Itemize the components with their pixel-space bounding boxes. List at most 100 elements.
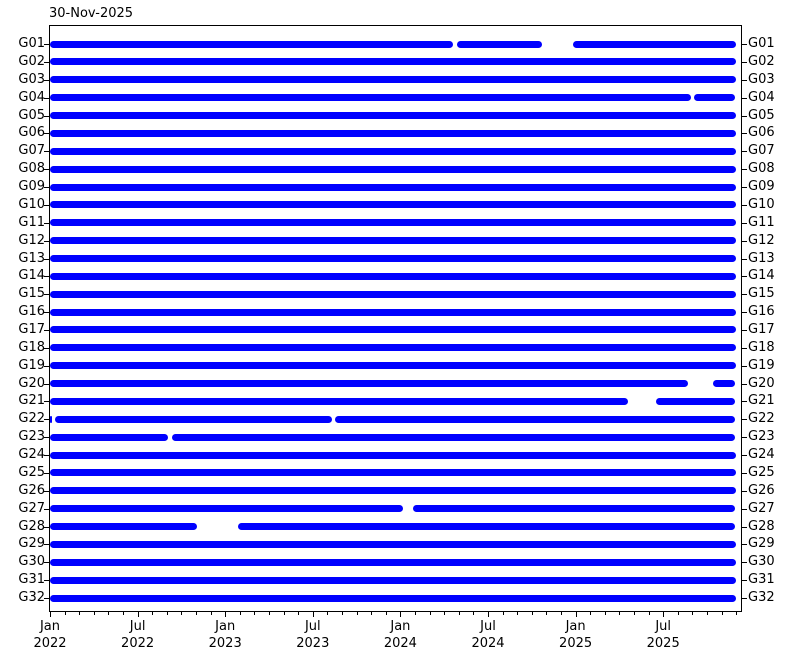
x-tick-year: 2024 bbox=[383, 635, 417, 651]
y-axis-label-right: G24 bbox=[748, 447, 775, 462]
y-axis-label-left: G25 bbox=[18, 464, 45, 480]
x-minor-tick bbox=[415, 612, 416, 615]
y-tick-left bbox=[44, 347, 49, 349]
x-tick-year: 2025 bbox=[559, 635, 593, 651]
y-axis-label-right: G14 bbox=[748, 268, 775, 284]
y-axis-label-right: G18 bbox=[748, 339, 775, 355]
y-tick-right bbox=[742, 61, 747, 63]
availability-segment bbox=[50, 58, 736, 66]
y-tick-right bbox=[742, 294, 747, 296]
x-minor-tick bbox=[546, 612, 548, 615]
availability-segment bbox=[50, 326, 736, 334]
availability-segment bbox=[50, 344, 736, 352]
y-axis-label-right: G20 bbox=[748, 375, 775, 391]
x-minor-tick bbox=[152, 612, 154, 615]
y-tick-left bbox=[44, 383, 49, 385]
x-minor-tick bbox=[342, 612, 343, 615]
y-tick-left bbox=[44, 240, 49, 242]
x-major-tick bbox=[312, 612, 314, 617]
x-minor-tick bbox=[619, 612, 621, 615]
x-minor-tick bbox=[283, 612, 285, 615]
y-axis-label-right: G31 bbox=[748, 572, 775, 588]
x-minor-tick bbox=[327, 612, 329, 615]
availability-segment bbox=[50, 505, 404, 513]
y-axis-label-left: G32 bbox=[18, 590, 45, 605]
y-axis-label-right: G08 bbox=[748, 161, 775, 177]
y-axis-label-left: G21 bbox=[18, 393, 45, 409]
y-axis-label-left: G10 bbox=[18, 196, 45, 212]
x-tick-month: Jul bbox=[480, 619, 496, 634]
y-axis-label-left: G30 bbox=[18, 554, 45, 570]
y-axis-label-right: G09 bbox=[748, 179, 775, 194]
x-tick-month: Jul bbox=[655, 619, 672, 634]
x-tick-year: 2022 bbox=[33, 635, 67, 651]
y-tick-left bbox=[44, 544, 49, 546]
y-axis-label-right: G16 bbox=[748, 304, 775, 320]
y-tick-right bbox=[742, 187, 747, 188]
y-tick-right bbox=[742, 79, 747, 81]
y-tick-right bbox=[742, 133, 747, 135]
plot-area bbox=[49, 25, 742, 612]
x-major-tick bbox=[50, 612, 51, 617]
y-tick-left bbox=[44, 133, 49, 135]
y-tick-right bbox=[742, 204, 747, 206]
y-axis-label-left: G23 bbox=[18, 429, 45, 445]
x-minor-tick bbox=[444, 612, 446, 615]
x-axis-tick-label: Jul 2023 bbox=[278, 619, 348, 652]
availability-segment bbox=[50, 540, 736, 548]
x-tick-month: Jan bbox=[39, 619, 61, 634]
y-tick-right bbox=[742, 455, 747, 456]
y-axis-label-left: G03 bbox=[18, 71, 45, 87]
x-tick-month: Jul bbox=[304, 619, 321, 634]
x-tick-month: Jul bbox=[129, 619, 146, 634]
x-minor-tick bbox=[181, 612, 183, 615]
y-axis-label-left: G08 bbox=[18, 161, 45, 177]
y-axis-label-right: G05 bbox=[748, 107, 775, 123]
y-axis-label-left: G27 bbox=[18, 500, 45, 516]
y-tick-left bbox=[44, 115, 49, 117]
x-minor-tick bbox=[736, 612, 738, 615]
y-axis-label-right: G27 bbox=[748, 500, 775, 516]
y-axis-label-left: G17 bbox=[18, 321, 45, 337]
x-minor-tick bbox=[429, 612, 431, 615]
y-tick-right bbox=[742, 562, 747, 564]
y-axis-label-left: G22 bbox=[18, 411, 45, 427]
y-axis-label-right: G19 bbox=[748, 357, 775, 373]
x-major-tick bbox=[225, 612, 227, 617]
y-tick-right bbox=[742, 276, 747, 278]
y-tick-left bbox=[44, 276, 49, 278]
y-axis-label-left: G01 bbox=[18, 36, 45, 51]
y-tick-left bbox=[44, 97, 49, 99]
y-tick-left bbox=[44, 598, 49, 599]
y-axis-label-right: G12 bbox=[748, 232, 775, 248]
x-major-tick bbox=[663, 612, 665, 617]
y-axis-label-right: G25 bbox=[748, 464, 775, 480]
x-minor-tick bbox=[210, 612, 212, 615]
availability-segment bbox=[55, 415, 332, 423]
availability-segment bbox=[50, 380, 688, 387]
y-tick-right bbox=[742, 347, 747, 349]
availability-segment bbox=[50, 415, 53, 423]
y-axis-label-left: G12 bbox=[18, 232, 45, 248]
x-minor-tick bbox=[634, 612, 635, 615]
availability-segment bbox=[713, 380, 736, 387]
x-major-tick bbox=[400, 612, 402, 617]
y-axis-label-right: G03 bbox=[748, 71, 775, 87]
y-axis-label-left: G28 bbox=[18, 518, 45, 534]
y-axis-label-left: G02 bbox=[18, 53, 45, 69]
x-major-tick bbox=[488, 612, 489, 617]
x-tick-month: Jan bbox=[215, 619, 236, 634]
y-tick-right bbox=[742, 329, 747, 331]
y-axis-label-right: G13 bbox=[748, 250, 775, 266]
availability-segment bbox=[50, 397, 628, 405]
x-minor-tick bbox=[93, 612, 95, 615]
y-axis-label-right: G15 bbox=[748, 286, 775, 302]
x-tick-year: 2025 bbox=[646, 635, 680, 651]
y-tick-left bbox=[44, 526, 49, 528]
y-axis-label-right: G22 bbox=[748, 411, 775, 427]
y-axis-label-left: G20 bbox=[18, 375, 45, 391]
x-tick-year: 2023 bbox=[208, 635, 242, 651]
x-minor-tick bbox=[502, 612, 504, 615]
y-tick-right bbox=[742, 222, 747, 224]
availability-segment bbox=[50, 576, 736, 584]
